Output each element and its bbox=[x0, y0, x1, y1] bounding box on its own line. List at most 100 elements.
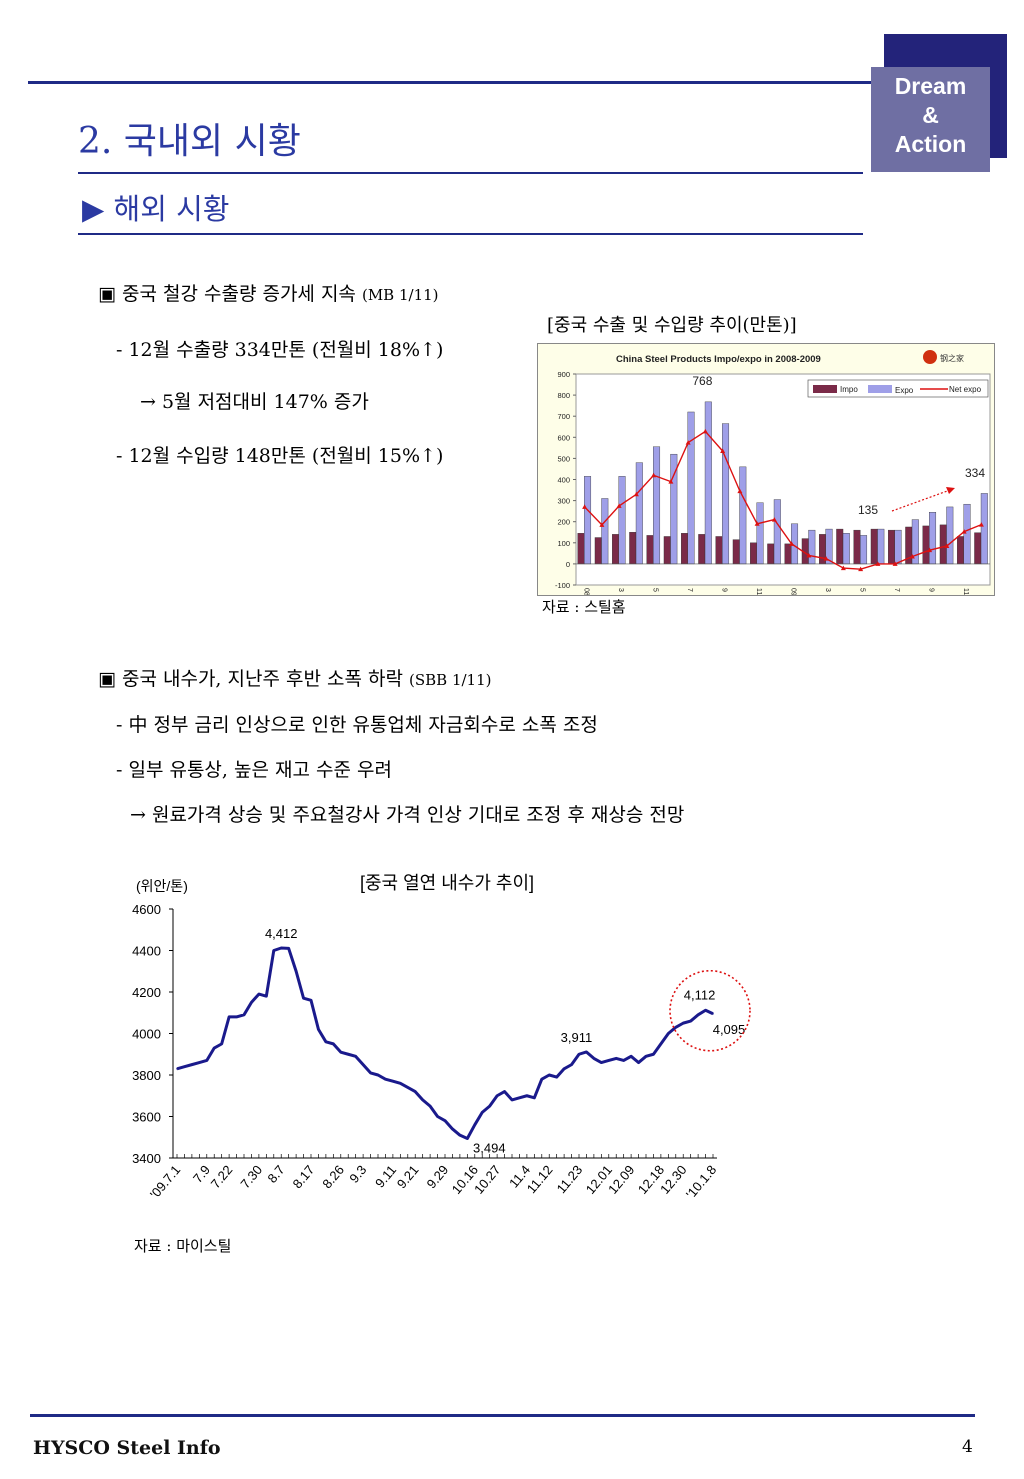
section1-heading: ▣ 중국 철강 수출량 증가세 지속 (MB 1/11) bbox=[98, 279, 439, 306]
chart2-price-point bbox=[637, 1061, 640, 1064]
chart2-price-point bbox=[526, 1094, 528, 1097]
chart1-ytick-label: 100 bbox=[557, 539, 570, 548]
page-number: 4 bbox=[962, 1437, 973, 1457]
chart2-price-point bbox=[369, 1072, 372, 1074]
bottom-rule bbox=[30, 1414, 975, 1417]
chart1-net-expo-point bbox=[702, 428, 708, 434]
chart2-price-point bbox=[704, 1009, 707, 1012]
chart2-data-label: 4,412 bbox=[265, 926, 298, 941]
chart2-price-point bbox=[518, 1097, 521, 1099]
chart2-ytick-label: 4200 bbox=[132, 985, 161, 1000]
chart2-price-point bbox=[570, 1063, 573, 1066]
chart2-price-point bbox=[451, 1128, 454, 1130]
chart2-xtick-label: 9.29 bbox=[424, 1162, 452, 1191]
chart1-expo-bar bbox=[773, 499, 781, 565]
chart1-expo-bar bbox=[980, 493, 988, 565]
chart2-ylabel: (위안/톤) bbox=[136, 878, 188, 894]
section1-bullet-1: - 12월 수출량 334만톤 (전월비 18%↑) bbox=[116, 339, 444, 361]
chart2-price-point bbox=[548, 1074, 551, 1076]
chart2-price-point bbox=[511, 1099, 513, 1101]
chart1-net-expo-point bbox=[978, 522, 984, 527]
chart2-price-point bbox=[600, 1061, 603, 1064]
chart1-source: 자료 : 스틸홈 bbox=[542, 598, 626, 616]
chart1-net-expo-point bbox=[927, 547, 933, 553]
chart2-price-point bbox=[473, 1124, 476, 1126]
chart1-xtick-label: 7 bbox=[893, 588, 900, 592]
chart1-impo-bar bbox=[612, 534, 619, 565]
chart2-price-point bbox=[250, 1001, 253, 1004]
chart1-xtick-label: 3 bbox=[824, 588, 831, 592]
chart2-price-point bbox=[593, 1057, 595, 1060]
chart2-xtick-label: 11.23 bbox=[554, 1162, 586, 1196]
chart2-price-point bbox=[258, 993, 260, 995]
chart2-xtick-label: 8.26 bbox=[319, 1162, 347, 1191]
section2-heading-text: ▣ 중국 내수가, 지난주 후반 소폭 하락 bbox=[98, 668, 403, 690]
chart2-price-point bbox=[354, 1055, 357, 1058]
chart2-xtick-label: 9.3 bbox=[346, 1162, 369, 1185]
chart2-price-point bbox=[481, 1111, 484, 1114]
brand-line-2: & bbox=[922, 102, 939, 128]
chart2-ytick-label: 4600 bbox=[132, 902, 161, 917]
chart2-price-point bbox=[295, 970, 297, 973]
chart2-price-point bbox=[585, 1051, 588, 1053]
chart2-price-point bbox=[317, 1028, 320, 1031]
chart2-price-point bbox=[243, 1014, 245, 1016]
chart1-net-expo-point bbox=[685, 440, 691, 445]
chart1-ytick-label: 0 bbox=[566, 560, 570, 569]
chart2-price-point bbox=[265, 995, 268, 997]
chart1-legend-expo-swatch bbox=[868, 385, 892, 393]
chart1-expo-bar bbox=[842, 533, 850, 565]
chart1-ytick-label: 400 bbox=[557, 476, 570, 485]
chart1-net-expo-point bbox=[961, 529, 967, 534]
chart1-annotation-768: 768 bbox=[692, 374, 712, 388]
chart2-price-point bbox=[399, 1082, 402, 1085]
chart2-data-label: 4,112 bbox=[684, 987, 716, 1002]
chart2-ytick-label: 3400 bbox=[132, 1151, 161, 1166]
chart2-xtick-label: 7.30 bbox=[237, 1162, 265, 1191]
chart1-net-expo-point bbox=[944, 543, 950, 548]
chart1-impo-bar bbox=[853, 529, 861, 565]
chart2-price-point bbox=[697, 1014, 699, 1016]
brand-line-3: Action bbox=[894, 131, 967, 157]
chart1-annotation-334: 334 bbox=[965, 466, 985, 480]
chart2-xtick-label: 10.27 bbox=[471, 1162, 503, 1197]
chart1-legend-impo-label: Impo bbox=[840, 385, 858, 394]
chart2-price-point bbox=[488, 1105, 491, 1107]
chart2-data-label: 3,494 bbox=[473, 1140, 506, 1155]
chart2-price-point bbox=[302, 997, 305, 1000]
chart1-expo-bar bbox=[722, 423, 730, 565]
chart1-ytick-label: 300 bbox=[557, 497, 570, 506]
chart2-price-point bbox=[310, 999, 312, 1002]
chart2-svg: [중국 열연 내수가 추이] (위안/톤) 3400 3600 3800 4000 4200… bbox=[132, 873, 751, 1202]
chart2-price-point bbox=[406, 1086, 409, 1089]
chart2-price-point bbox=[712, 1012, 714, 1015]
section2-bullet-2: - 일부 유통상, 높은 재고 수준 우려 bbox=[116, 759, 392, 781]
chart1-impo-bar bbox=[715, 536, 723, 565]
steelhome-logo-icon bbox=[923, 350, 937, 364]
chart2-price-point bbox=[176, 1067, 178, 1070]
chart2-price-point bbox=[682, 1022, 685, 1024]
chart1-expo-bar bbox=[601, 498, 609, 565]
chart2-price-point bbox=[540, 1078, 543, 1080]
chart1-ytick-label: 700 bbox=[557, 412, 570, 421]
chart1-expo-bar bbox=[704, 401, 712, 565]
footer-brand: HYSCO Steel Info bbox=[33, 1437, 221, 1459]
chart1-xtick-label: 9 bbox=[721, 588, 728, 592]
chart1-impo-bar bbox=[784, 543, 792, 565]
chart2-ytick-label: 4000 bbox=[132, 1027, 161, 1042]
section2-bullet-2-sub: → 원료가격 상승 및 주요철강사 가격 인상 기대로 조정 후 재상승 전망 bbox=[130, 804, 685, 826]
chart1-impo-bar bbox=[629, 532, 637, 565]
chart1-impo-bar bbox=[698, 534, 706, 565]
chart2-price-point bbox=[339, 1051, 342, 1053]
chart2-price-point bbox=[429, 1105, 431, 1107]
section2-heading: ▣ 중국 내수가, 지난주 후반 소폭 하락 (SBB 1/11) bbox=[98, 664, 491, 691]
chart2-price-point bbox=[533, 1097, 536, 1099]
chart2-title: [중국 열연 내수가 추이] bbox=[360, 873, 534, 893]
chart2-xtick-label: 11.12 bbox=[524, 1162, 556, 1196]
chart1-xtick-label: 5 bbox=[652, 588, 659, 592]
chart2-price-line bbox=[176, 946, 714, 1140]
chart1-xtick-label: 9 bbox=[928, 588, 935, 592]
section1-bullet-1-sub: → 5월 저점대비 147% 증가 bbox=[140, 391, 369, 413]
chart1-expo-bar bbox=[860, 535, 868, 565]
chart1-expo-bar bbox=[618, 476, 626, 565]
